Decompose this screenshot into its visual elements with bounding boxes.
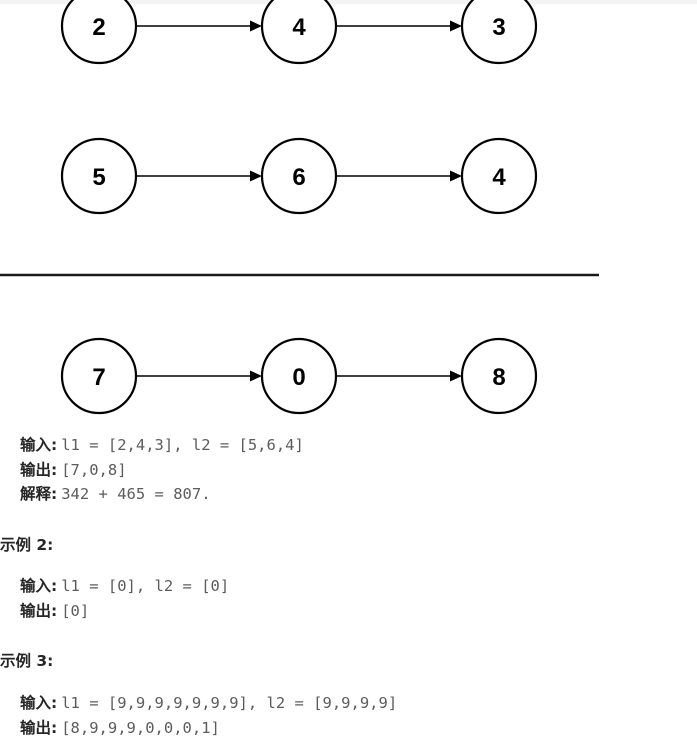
input-label: 输入 xyxy=(20,436,52,454)
output-label: 输出 xyxy=(20,460,52,479)
node-label-r2-c1: 0 xyxy=(292,364,305,391)
output-label: 输出 xyxy=(20,601,52,620)
colon: : xyxy=(51,460,58,479)
node-r0-c1 xyxy=(260,0,338,65)
node-label-r0-c1: 4 xyxy=(292,14,306,41)
linked-list-diagram: 2 4 3 5 6 4 7 0 8 xyxy=(0,0,599,415)
explain-label: 解释 xyxy=(20,485,52,503)
example1-input-line: 输入: l1 = [2,4,3], l2 = [5,6,4] xyxy=(20,433,304,458)
input-label: 输入 xyxy=(20,694,52,712)
arrowhead-r0-1 xyxy=(450,20,462,32)
input-value: l1 = [9,9,9,9,9,9,9], l2 = [9,9,9,9] xyxy=(61,694,398,712)
output-label: 输出 xyxy=(20,718,52,737)
example2-input-line: 输入: l1 = [0], l2 = [0] xyxy=(20,574,229,599)
arrowhead-r1-1 xyxy=(450,170,462,182)
node-r0-c2 xyxy=(460,0,538,65)
example2-output-line: 输出: [0] xyxy=(20,599,229,624)
node-label-r0-c0: 2 xyxy=(92,14,105,41)
node-label-r0-c2: 3 xyxy=(492,14,505,41)
explain-value: 342 + 465 = 807. xyxy=(61,485,211,503)
input-label: 输入 xyxy=(20,577,52,595)
colon: : xyxy=(51,694,58,712)
node-label-r2-c2: 8 xyxy=(492,364,505,391)
node-r1-c1 xyxy=(260,137,338,215)
colon: : xyxy=(51,485,58,503)
example3-heading: 示例 3: xyxy=(0,652,54,670)
output-value: [8,9,9,9,0,0,0,1] xyxy=(61,718,220,737)
colon: : xyxy=(51,577,58,595)
input-value: l1 = [2,4,3], l2 = [5,6,4] xyxy=(61,436,304,454)
example3-output-line: 输出: [8,9,9,9,0,0,0,1] xyxy=(20,716,397,741)
node-r2-c0 xyxy=(60,337,138,415)
node-label-r1-c2: 4 xyxy=(492,164,506,191)
example3-block: 输入: l1 = [9,9,9,9,9,9,9], l2 = [9,9,9,9] … xyxy=(20,691,397,740)
node-r1-c2 xyxy=(460,137,538,215)
input-value: l1 = [0], l2 = [0] xyxy=(61,577,230,595)
example2-block: 输入: l1 = [0], l2 = [0] 输出: [0] xyxy=(20,574,229,623)
node-r2-c1 xyxy=(260,337,338,415)
output-value: [0] xyxy=(61,601,90,620)
arrowhead-r2-0 xyxy=(250,370,262,382)
node-label-r2-c0: 7 xyxy=(92,364,105,391)
example3-input-line: 输入: l1 = [9,9,9,9,9,9,9], l2 = [9,9,9,9] xyxy=(20,691,397,716)
arrowhead-r0-0 xyxy=(250,20,262,32)
example1-block: 输入: l1 = [2,4,3], l2 = [5,6,4] 输出: [7,0,8]… xyxy=(20,433,304,507)
node-label-r1-c1: 6 xyxy=(292,164,305,191)
arrowhead-r2-1 xyxy=(450,370,462,382)
colon: : xyxy=(51,436,58,454)
node-r2-c2 xyxy=(460,337,538,415)
colon: : xyxy=(51,601,58,620)
colon: : xyxy=(51,718,58,737)
example2-heading: 示例 2: xyxy=(0,536,54,554)
arrowhead-r1-0 xyxy=(250,170,262,182)
node-label-r1-c0: 5 xyxy=(92,164,105,191)
example1-explain-line: 解释: 342 + 465 = 807. xyxy=(20,482,304,507)
example1-output-line: 输出: [7,0,8] xyxy=(20,458,304,483)
node-r1-c0 xyxy=(60,137,138,215)
node-r0-c0 xyxy=(60,0,138,65)
top-strip xyxy=(0,0,697,4)
output-value: [7,0,8] xyxy=(61,460,127,479)
